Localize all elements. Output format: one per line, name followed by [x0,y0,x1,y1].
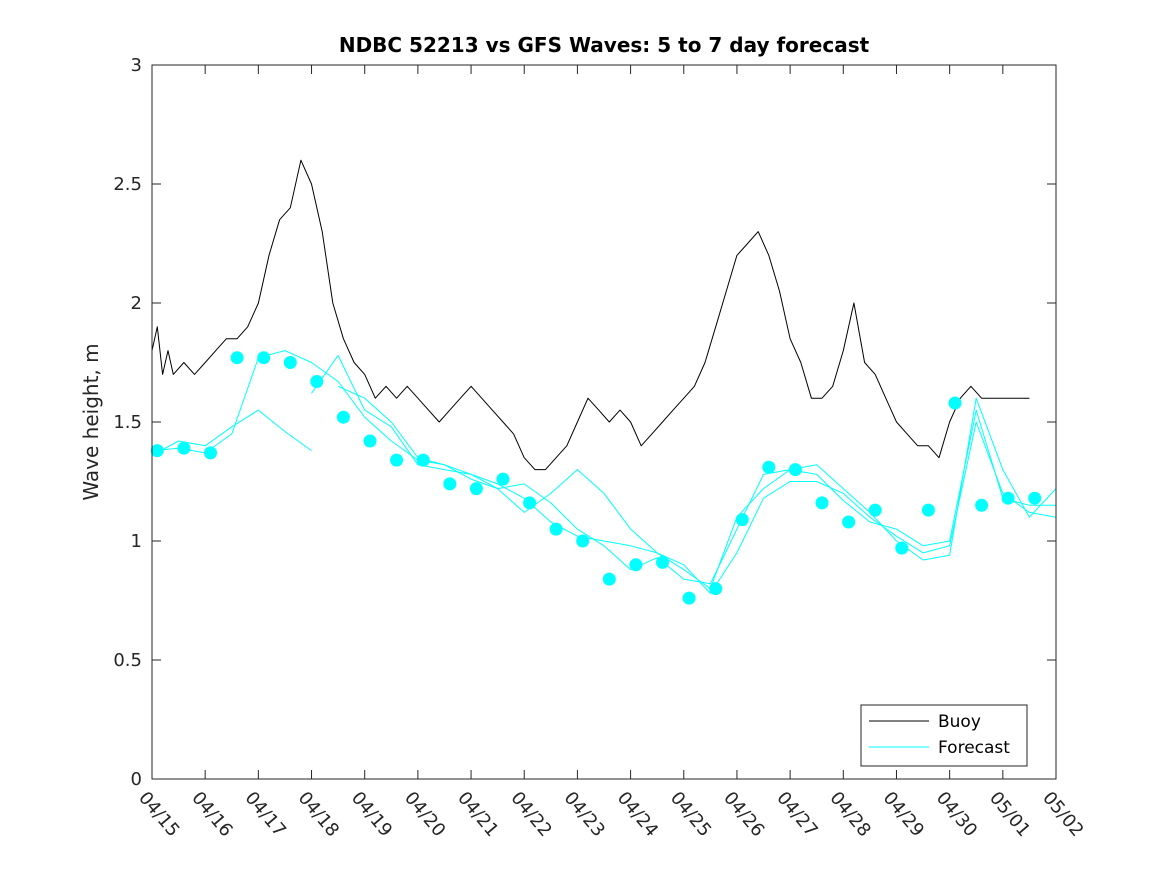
forecast-marker [443,477,457,491]
y-tick-label: 3 [131,55,142,76]
y-axis-label: Wave height, m [79,343,103,500]
forecast-marker [735,513,749,527]
legend-label-forecast: Forecast [938,738,1010,758]
y-tick-label: 2.5 [113,174,142,195]
y-tick-label: 1.5 [113,412,142,433]
forecast-series-line-3 [311,354,1057,594]
series-layer [150,159,1057,605]
forecast-marker [204,446,217,460]
forecast-marker [177,441,191,455]
y-tick-label: 2 [131,293,142,314]
forecast-marker [390,453,404,467]
forecast-marker [682,591,696,605]
forecast-marker [815,496,829,510]
forecast-series-line-1 [151,350,1056,585]
forecast-marker [283,356,297,369]
forecast-marker [416,453,430,467]
forecast-marker [1001,491,1015,505]
forecast-marker [602,572,616,586]
forecast-marker [363,434,377,448]
forecast-marker [549,522,563,536]
forecast-marker [150,444,164,458]
forecast-marker [842,515,856,529]
legend-box [860,704,1028,767]
plot-area [152,65,1056,779]
forecast-marker [948,396,962,410]
y-tick-label: 0.5 [113,650,142,671]
forecast-marker [257,351,271,365]
forecast-marker [230,351,244,365]
forecast-series-line-2 [151,409,312,456]
chart-title: NDBC 52213 vs GFS Waves: 5 to 7 day fore… [339,33,870,57]
y-tick-label: 1 [131,531,142,552]
forecast-marker [1028,491,1042,505]
forecast-marker [656,555,669,569]
legend: Buoy Forecast [860,704,1028,767]
forecast-marker [523,496,537,510]
forecast-marker [868,503,882,517]
forecast-marker [788,463,802,477]
forecast-marker [762,460,776,474]
forecast-marker [336,410,350,424]
forecast-marker [921,503,935,517]
buoy-series-line [151,159,1030,471]
legend-label-buoy: Buoy [938,712,981,732]
forecast-marker [975,498,989,512]
forecast-marker [576,534,590,548]
forecast-marker [629,558,643,572]
forecast-marker [895,541,909,555]
forecast-marker [496,472,510,486]
forecast-marker [469,482,483,496]
forecast-series-line-4 [337,385,1057,590]
forecast-marker [310,375,324,388]
y-tick-label: 0 [131,769,142,790]
forecast-marker [709,582,723,596]
